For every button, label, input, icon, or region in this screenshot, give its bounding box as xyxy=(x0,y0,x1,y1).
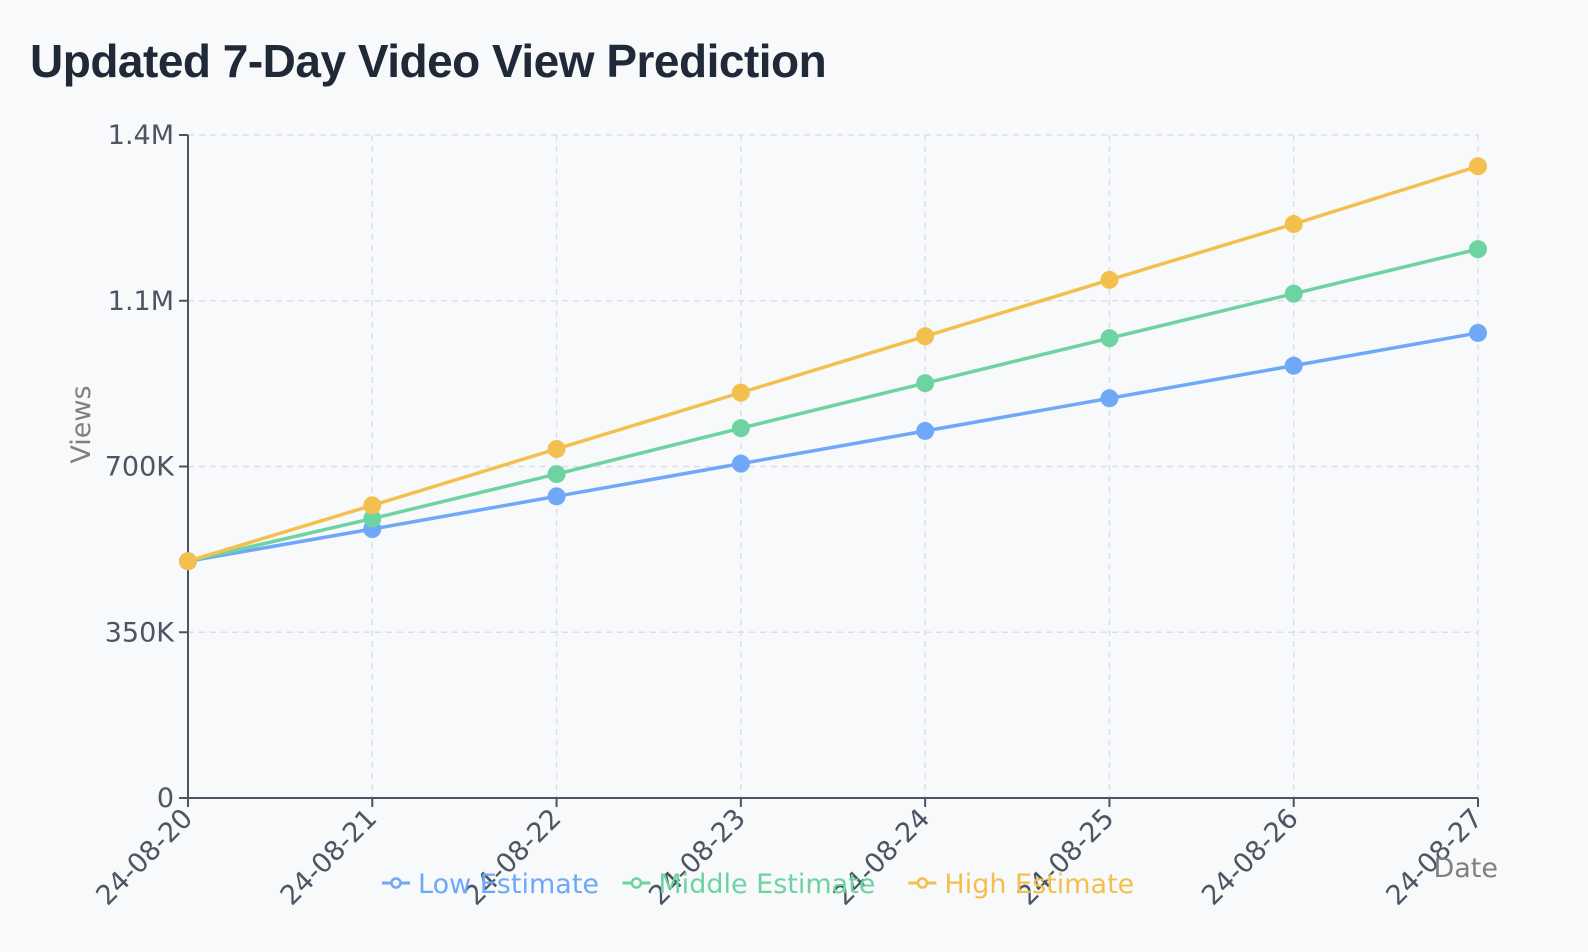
x-tick-label: 24-08-21 xyxy=(275,803,384,912)
legend-marker xyxy=(916,877,929,889)
series-middle-estimate xyxy=(179,240,1487,571)
data-point xyxy=(916,421,935,440)
legend-label: Low Estimate xyxy=(418,869,599,900)
legend-marker xyxy=(390,877,402,889)
series-high-estimate xyxy=(179,157,1487,571)
data-point xyxy=(1469,240,1487,259)
data-point xyxy=(916,374,935,393)
legend: Low Estimate Middle Estimate High Estimate xyxy=(382,869,1134,900)
legend-marker xyxy=(630,877,643,889)
legend-label: High Estimate xyxy=(944,869,1134,900)
series-line xyxy=(187,331,1479,563)
data-point xyxy=(547,465,566,484)
data-point xyxy=(363,496,382,515)
y-tick-label: 1.4M xyxy=(108,120,174,151)
data-point xyxy=(179,552,197,571)
y-tick-label: 700K xyxy=(105,452,176,483)
data-point xyxy=(363,509,382,528)
data-point xyxy=(731,383,750,402)
data-point xyxy=(731,454,750,473)
data-point xyxy=(1469,157,1487,176)
x-tick-label: 24-08-20 xyxy=(90,803,199,912)
data-point xyxy=(1284,215,1303,234)
y-tick-label: 0 xyxy=(157,783,174,814)
grid-lines xyxy=(188,134,1479,799)
data-point xyxy=(1100,389,1119,408)
series-low-estimate xyxy=(179,323,1487,571)
data-point xyxy=(1100,329,1119,348)
y-axis-title: Views xyxy=(66,385,97,463)
data-point xyxy=(547,439,566,458)
data-point xyxy=(731,419,750,438)
y-tick-label: 1.1M xyxy=(108,286,174,317)
chart-title: Updated 7-Day Video View Prediction xyxy=(30,35,827,87)
series-line xyxy=(187,247,1479,563)
legend-item: Middle Estimate xyxy=(622,869,875,900)
data-point xyxy=(916,327,935,346)
x-tick-label: 24-08-26 xyxy=(1196,803,1305,912)
legend-item: Low Estimate xyxy=(382,869,599,900)
x-axis-title: Date xyxy=(1433,853,1498,884)
y-tick-label: 350K xyxy=(105,617,176,648)
data-point xyxy=(547,487,566,506)
data-point xyxy=(1284,356,1303,375)
legend-item: High Estimate xyxy=(908,869,1134,900)
data-point xyxy=(1100,270,1119,289)
series-line xyxy=(187,164,1479,563)
legend-label: Middle Estimate xyxy=(658,869,875,900)
data-point xyxy=(1469,323,1487,342)
data-point xyxy=(1284,284,1303,303)
